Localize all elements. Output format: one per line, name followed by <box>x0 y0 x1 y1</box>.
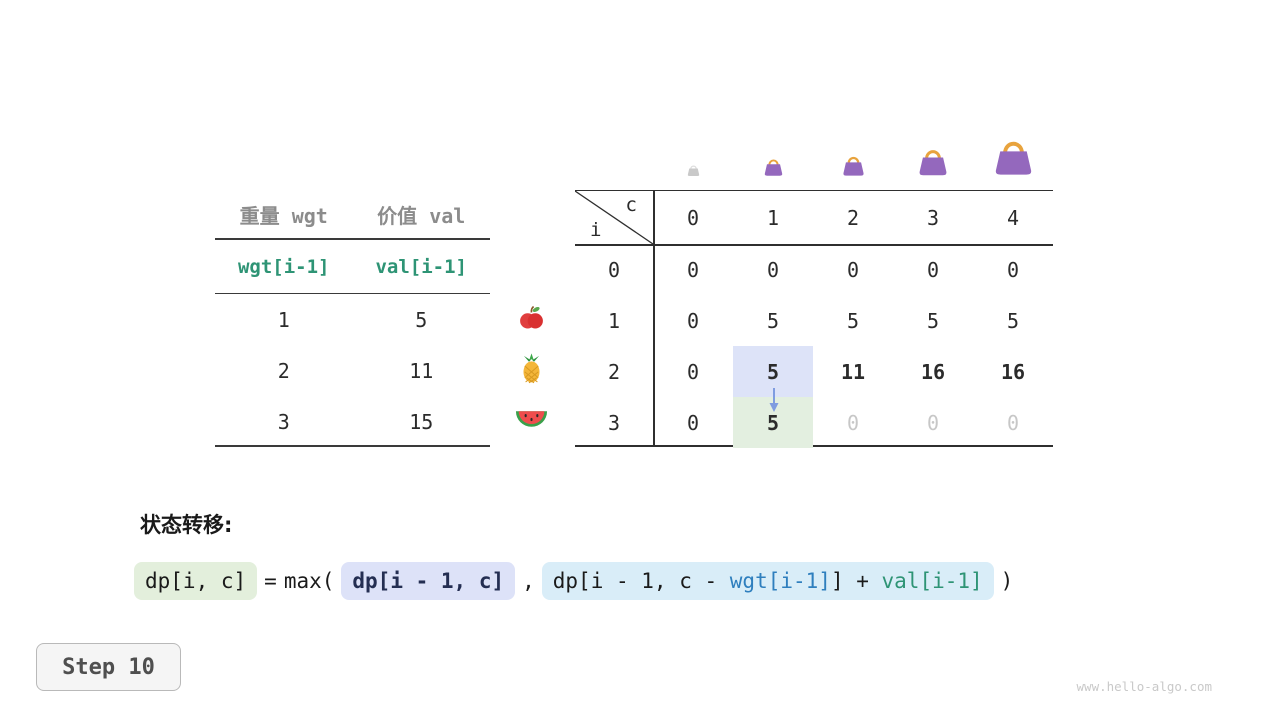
corner-row-label: i <box>590 219 602 241</box>
dp-cell-0-1: 0 <box>766 257 780 282</box>
dp-cell-0-0: 0 <box>686 257 700 282</box>
bag-icon-capacity-0 <box>686 162 701 181</box>
capacity-bags-row <box>653 124 1053 186</box>
dp-corner-cell: c i <box>575 191 653 244</box>
formula-comma: , <box>522 569 535 593</box>
formula-lhs: dp[i, c] <box>134 562 258 600</box>
item-3-value: 15 <box>409 409 434 434</box>
item-icons-column <box>508 294 554 447</box>
row-header-i3: 3 <box>607 410 621 435</box>
item-2-weight: 2 <box>277 358 290 383</box>
transition-label: 状态转移: <box>140 513 233 537</box>
dp-cell-1-4: 5 <box>1006 308 1020 333</box>
dp-column-headers: 0 1 2 3 4 <box>653 191 1053 244</box>
row-header-i0: 0 <box>607 257 621 282</box>
dp-table: c i 0 1 2 3 4 0 1 2 3 0 0 0 0 0 0 5 5 5 … <box>575 190 1053 448</box>
col-header-c2: 2 <box>846 205 860 230</box>
formula-take-mid: ] + <box>830 569 882 593</box>
formula-equals: = <box>264 569 277 593</box>
dp-table-vertical-rule <box>653 191 655 445</box>
row-header-i2: 2 <box>607 359 621 384</box>
val-index-label: val[i-1] <box>375 255 467 278</box>
dp-grid: 0 0 0 0 0 0 5 5 5 5 0 5 11 16 16 0 5 0 0… <box>653 244 1053 448</box>
transition-arrow-icon <box>769 388 779 412</box>
transition-formula: dp[i, c] = max( dp[i - 1, c] , dp[i - 1,… <box>134 560 1013 602</box>
col-header-weight: 重量 wgt <box>239 203 328 228</box>
formula-max-open: max( <box>283 569 335 593</box>
col-header-c4: 4 <box>1006 205 1020 230</box>
formula-take-val: val[i-1] <box>881 569 983 593</box>
pineapple-icon <box>518 353 545 388</box>
col-header-c3: 3 <box>926 205 940 230</box>
dp-cell-1-3: 5 <box>926 308 940 333</box>
corner-diagonal-line <box>575 191 653 244</box>
dp-cell-2-2: 11 <box>840 359 866 384</box>
col-header-c0: 0 <box>686 205 700 230</box>
dp-row-headers: 0 1 2 3 <box>575 244 653 448</box>
dp-cell-2-0: 0 <box>686 359 700 384</box>
dp-cell-2-3: 16 <box>920 359 946 384</box>
col-header-c1: 1 <box>766 205 780 230</box>
dp-cell-0-2: 0 <box>846 257 860 282</box>
bag-icon-capacity-2 <box>840 153 867 181</box>
dp-cell-2-4: 16 <box>1000 359 1026 384</box>
item-row-1: 1 5 <box>215 294 490 345</box>
bag-icon-capacity-1 <box>762 156 785 181</box>
formula-take-prefix: dp[i - 1, c - <box>552 569 730 593</box>
item-row-2: 2 11 <box>215 345 490 396</box>
dp-cell-3-3: 0 <box>926 410 940 435</box>
bag-icon-capacity-3 <box>915 145 951 181</box>
col-header-value: 价值 val <box>377 203 466 228</box>
item-1-weight: 1 <box>277 307 290 332</box>
dp-table-header-rule <box>575 244 1053 246</box>
dp-cell-0-3: 0 <box>926 257 940 282</box>
watermelon-icon <box>514 409 549 435</box>
dp-cell-1-2: 5 <box>846 308 860 333</box>
dp-cell-1-0: 0 <box>686 308 700 333</box>
watermark: www.hello-algo.com <box>1076 679 1212 694</box>
item-1-value: 5 <box>415 307 428 332</box>
item-3-weight: 3 <box>277 409 290 434</box>
items-table-header: 重量 wgt 价值 val <box>215 190 490 240</box>
dp-cell-3-4: 0 <box>1006 410 1020 435</box>
formula-option-take: dp[i - 1, c - wgt[i-1]] + val[i-1] <box>541 562 994 600</box>
formula-close-paren: ) <box>1000 569 1014 593</box>
wgt-index-label: wgt[i-1] <box>237 255 330 278</box>
apple-icon <box>518 304 545 335</box>
item-row-3: 3 15 <box>215 396 490 447</box>
row-header-i1: 1 <box>607 308 621 333</box>
corner-col-label: c <box>625 194 637 216</box>
formula-take-wgt: wgt[i-1] <box>729 569 831 593</box>
dp-cell-1-1: 5 <box>766 308 780 333</box>
dp-cell-0-4: 0 <box>1006 257 1020 282</box>
items-table-index-row: wgt[i-1] val[i-1] <box>215 240 490 294</box>
dp-cell-3-0: 0 <box>686 410 700 435</box>
bag-icon-capacity-4 <box>990 135 1037 181</box>
step-badge: Step 10 <box>36 643 181 691</box>
items-table: 重量 wgt 价值 val wgt[i-1] val[i-1] 1 5 2 11… <box>215 190 490 447</box>
dp-cell-3-2: 0 <box>846 410 860 435</box>
item-2-value: 11 <box>409 358 434 383</box>
formula-option-keep: dp[i - 1, c] <box>341 562 516 600</box>
